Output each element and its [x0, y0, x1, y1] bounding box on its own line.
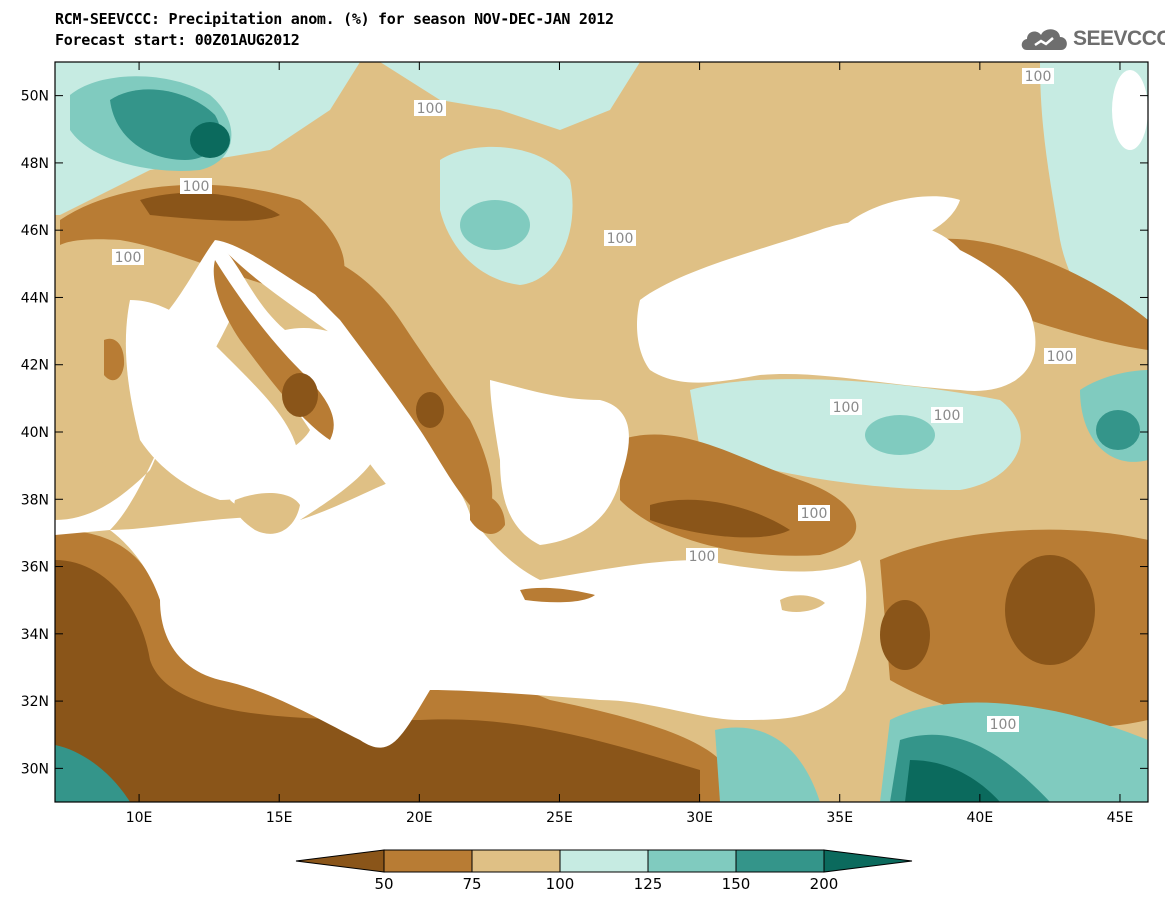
- tyrrhenian-sea: [125, 300, 300, 500]
- eastern-mediterranean: [110, 470, 867, 748]
- legend-swatch: [295, 849, 385, 873]
- wet-zone-sinai: [715, 727, 820, 802]
- contour-label: 100: [1025, 69, 1052, 85]
- dry-core-italy: [282, 373, 318, 417]
- azov-sea: [840, 196, 960, 250]
- dry-core-alps: [140, 192, 280, 221]
- lat-label: 42N: [21, 358, 49, 374]
- legend-label: 50: [374, 875, 393, 893]
- lon-label: 10E: [126, 810, 153, 826]
- legend-label: 75: [462, 875, 481, 893]
- legend-swatch: [823, 849, 913, 873]
- crete: [520, 587, 595, 603]
- contour-label: 100: [689, 549, 716, 565]
- lat-label: 30N: [21, 761, 49, 777]
- legend-label: 200: [810, 875, 839, 893]
- lat-label: 40N: [21, 425, 49, 441]
- legend-swatch: [647, 849, 737, 873]
- dry-core-north-africa: [55, 560, 700, 802]
- dry-zone-balkans: [290, 250, 493, 520]
- cyprus: [780, 595, 825, 612]
- wet-peak-arabia: [905, 760, 1000, 802]
- lon-label: 15E: [266, 810, 293, 826]
- lon-label: 30E: [686, 810, 713, 826]
- contour-labels: 100 100 100 100 100 100 100 100 100 100 …: [112, 68, 1076, 733]
- contour-label: 100: [417, 101, 444, 117]
- chart-title: RCM-SEEVCCC: Precipitation anom. (%) for…: [55, 10, 614, 28]
- forecast-start: Forecast start: 00Z01AUG2012: [55, 31, 300, 49]
- corsica: [104, 338, 125, 381]
- lat-label: 46N: [21, 223, 49, 239]
- wet-core-hungary: [460, 200, 530, 250]
- legend-swatch: [559, 849, 649, 873]
- lon-label: 25E: [546, 810, 573, 826]
- contour-label: 100: [833, 400, 860, 416]
- lat-label: 36N: [21, 560, 49, 576]
- wet-zone-poland: [380, 62, 640, 130]
- sardinia: [97, 397, 131, 470]
- lat-label: 50N: [21, 89, 49, 105]
- legend-swatch: [735, 849, 825, 873]
- contour-label: 100: [607, 231, 634, 247]
- lat-label: 44N: [21, 290, 49, 306]
- wet-zone-anatolia: [690, 379, 1021, 490]
- legend-swatch: [383, 849, 473, 873]
- contour-label: 100: [934, 408, 961, 424]
- color-legend: 50 75 100 125 150 200: [295, 849, 913, 893]
- legend-swatch: [471, 849, 561, 873]
- legend-label: 125: [634, 875, 663, 893]
- dry-zone-greece-south: [470, 494, 505, 535]
- dry-core-balkans: [416, 392, 444, 428]
- contour-label: 100: [990, 717, 1017, 733]
- lat-label: 48N: [21, 156, 49, 172]
- contour-label: 100: [801, 506, 828, 522]
- aegean-sea: [490, 380, 629, 545]
- lat-label: 34N: [21, 627, 49, 643]
- lon-label: 45E: [1107, 810, 1134, 826]
- dry-core-syria: [880, 600, 930, 670]
- contour-label: 100: [115, 250, 142, 266]
- contour-label: 100: [183, 179, 210, 195]
- lon-label: 35E: [826, 810, 853, 826]
- sicily: [234, 493, 300, 534]
- cloud-icon: [1021, 29, 1067, 50]
- logo-text: SEEVCCC: [1073, 27, 1165, 50]
- dry-core-south-anatolia: [650, 499, 790, 538]
- black-sea: [637, 220, 1036, 391]
- caspian-edge: [1112, 70, 1148, 150]
- legend-label: 150: [722, 875, 751, 893]
- wet-peak-germany: [190, 122, 230, 158]
- seevccc-logo: SEEVCCC: [1019, 24, 1165, 54]
- lon-label: 40E: [967, 810, 994, 826]
- contour-label: 100: [1047, 349, 1074, 365]
- latitude-axis: 50N 48N 46N 44N 42N 40N 38N 36N 34N 32N 30N: [21, 89, 1148, 777]
- wet-core-anatolia: [865, 415, 935, 455]
- wet-zone-tunisia-coast: [55, 745, 130, 802]
- dry-core-iraq: [1005, 555, 1095, 665]
- legend-label: 100: [546, 875, 575, 893]
- lon-label: 20E: [406, 810, 433, 826]
- lat-label: 38N: [21, 492, 49, 508]
- lat-label: 32N: [21, 694, 49, 710]
- wet-core-caucasus: [1096, 410, 1140, 450]
- longitude-axis: 10E 15E 20E 25E 30E 35E 40E 45E: [126, 62, 1134, 826]
